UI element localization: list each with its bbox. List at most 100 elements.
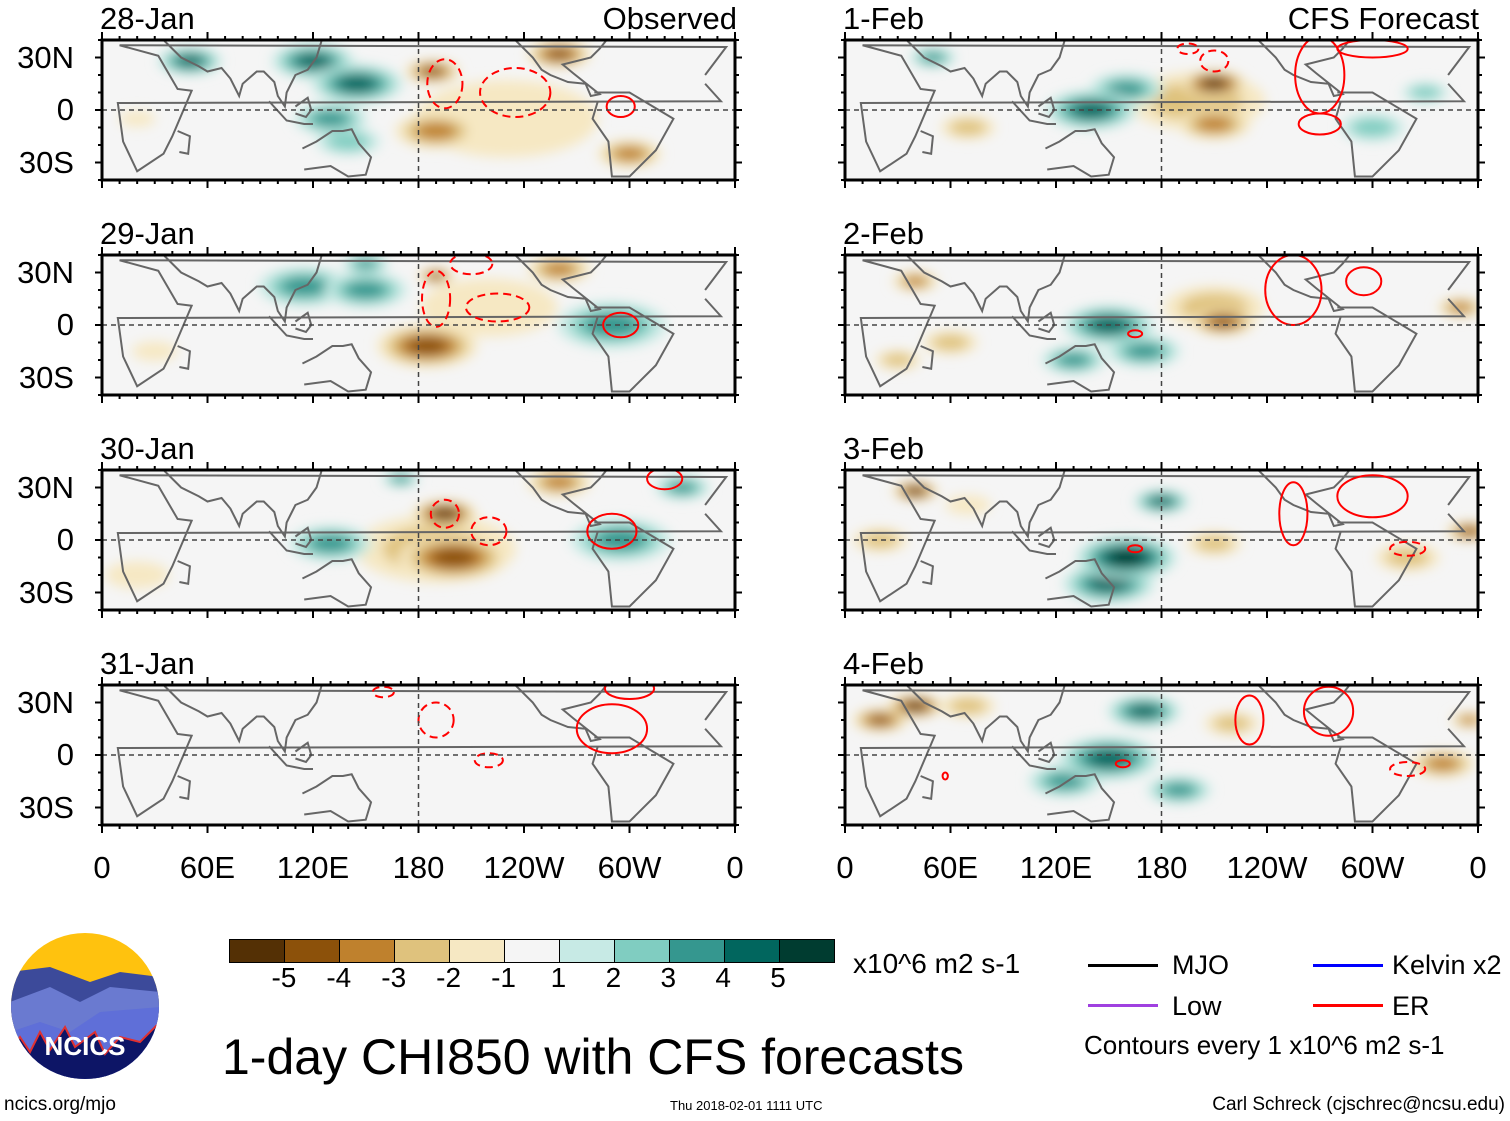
footer-timestamp: Thu 2018-02-01 1111 UTC <box>670 1098 823 1113</box>
map-panel-1-feb <box>838 32 1485 188</box>
er-contour <box>479 67 552 118</box>
colorbar-swatch <box>284 940 339 962</box>
lon-label: 120E <box>276 850 350 885</box>
coastline <box>1334 306 1418 393</box>
colorbar-swatch <box>449 940 504 962</box>
coastline <box>116 259 729 388</box>
colorbar-label: -5 <box>271 962 297 993</box>
colorbar <box>229 939 835 963</box>
panel-title-30-jan: 30-Jan <box>100 431 195 466</box>
panel-title-29-jan: 29-Jan <box>100 216 195 251</box>
coastline <box>859 474 1472 603</box>
lon-label: 60E <box>922 850 979 885</box>
er-contour <box>1199 49 1230 73</box>
colorbar-label: -2 <box>436 962 462 993</box>
coastline <box>268 315 313 340</box>
anomaly-blob <box>420 278 558 337</box>
anomaly-blob <box>1460 527 1478 536</box>
anomaly-blob <box>543 262 576 276</box>
colorbar-swatch <box>339 940 394 962</box>
coastline <box>920 560 934 585</box>
anomaly-blob <box>338 76 376 92</box>
lon-label: 120W <box>1226 850 1308 885</box>
coastline <box>1334 736 1418 823</box>
er-contour <box>464 292 531 323</box>
colorbar-swatch <box>504 940 559 962</box>
anomaly-blob <box>584 313 640 337</box>
anomaly-blob <box>118 111 156 127</box>
er-contour <box>575 703 649 755</box>
footer-url: ncics.org/mjo <box>4 1094 116 1115</box>
er-legend-label: ER <box>1392 991 1430 1021</box>
er-contour <box>603 685 656 700</box>
anomaly-blob <box>407 337 448 355</box>
anomaly-blob <box>431 548 476 567</box>
lon-label: 180 <box>1135 850 1188 885</box>
er-contour <box>470 516 508 547</box>
coastline <box>116 474 729 603</box>
lat-label: 30N <box>17 39 74 75</box>
coastline <box>1045 773 1116 823</box>
forecast-header: CFS Forecast <box>1287 1 1479 36</box>
colorbar-label: 1 <box>550 962 567 993</box>
coastline <box>1334 521 1418 608</box>
coastline <box>268 100 313 125</box>
coastline <box>1045 128 1116 178</box>
anomaly-blob <box>949 119 987 136</box>
er-contour <box>1336 40 1409 59</box>
er-legend-line <box>1313 1004 1383 1007</box>
er-contour <box>1302 685 1355 737</box>
coastline <box>920 345 934 370</box>
panel-title-1-feb: 1-Feb <box>843 1 924 36</box>
anomaly-blob <box>869 715 892 725</box>
coastline <box>905 255 1066 325</box>
colorbar-swatch <box>779 940 834 962</box>
er-contour <box>1264 255 1323 326</box>
er-contour <box>1127 544 1144 554</box>
lon-label: 120W <box>483 850 565 885</box>
coastline <box>514 255 608 313</box>
coastline <box>1045 558 1116 608</box>
units-label: x10^6 m2 s-1 <box>853 948 1021 979</box>
lat-label: 0 <box>56 737 74 772</box>
anomaly-blob <box>1129 705 1159 718</box>
colorbar-label: -3 <box>381 962 407 993</box>
coastline <box>1257 470 1351 528</box>
er-contour <box>1336 474 1409 519</box>
coastline <box>859 44 1472 173</box>
lon-label: 60E <box>179 850 236 885</box>
coastline <box>268 745 313 770</box>
anomaly-blob <box>1351 118 1394 137</box>
anomaly-blob <box>1195 535 1233 552</box>
coastline <box>1011 530 1056 555</box>
coastline <box>1257 685 1351 743</box>
er-contour <box>1389 540 1427 557</box>
coastline <box>1011 315 1056 340</box>
colorbar-label: -1 <box>491 962 516 993</box>
coastline <box>859 689 1472 818</box>
lon-label: 0 <box>1469 850 1487 885</box>
anomaly-blob <box>882 353 913 367</box>
panel-title-4-feb: 4-Feb <box>843 646 924 681</box>
panel-title-3-feb: 3-Feb <box>843 431 924 466</box>
colorbar-swatch <box>669 940 724 962</box>
lat-label: 30S <box>18 144 74 180</box>
anomaly-blob <box>1088 750 1129 767</box>
panel-title-28-jan: 28-Jan <box>100 1 195 36</box>
colorbar-label: 5 <box>770 962 786 993</box>
er-contour <box>586 512 638 550</box>
anomaly-blob <box>105 561 170 589</box>
kelvin-legend-line <box>1313 964 1383 967</box>
anomaly-blob <box>310 534 352 553</box>
anomaly-blob <box>595 529 646 551</box>
anomaly-blob <box>945 495 991 515</box>
ncics-logo: NCICS <box>11 933 159 1079</box>
anomaly-blob <box>1125 343 1163 359</box>
er-contour <box>1389 761 1427 777</box>
anomaly-blob <box>415 122 457 140</box>
anomaly-blob <box>428 272 444 280</box>
anomaly-blob <box>1213 715 1251 732</box>
anomaly-blob <box>543 475 576 489</box>
lat-label: 0 <box>56 522 74 557</box>
